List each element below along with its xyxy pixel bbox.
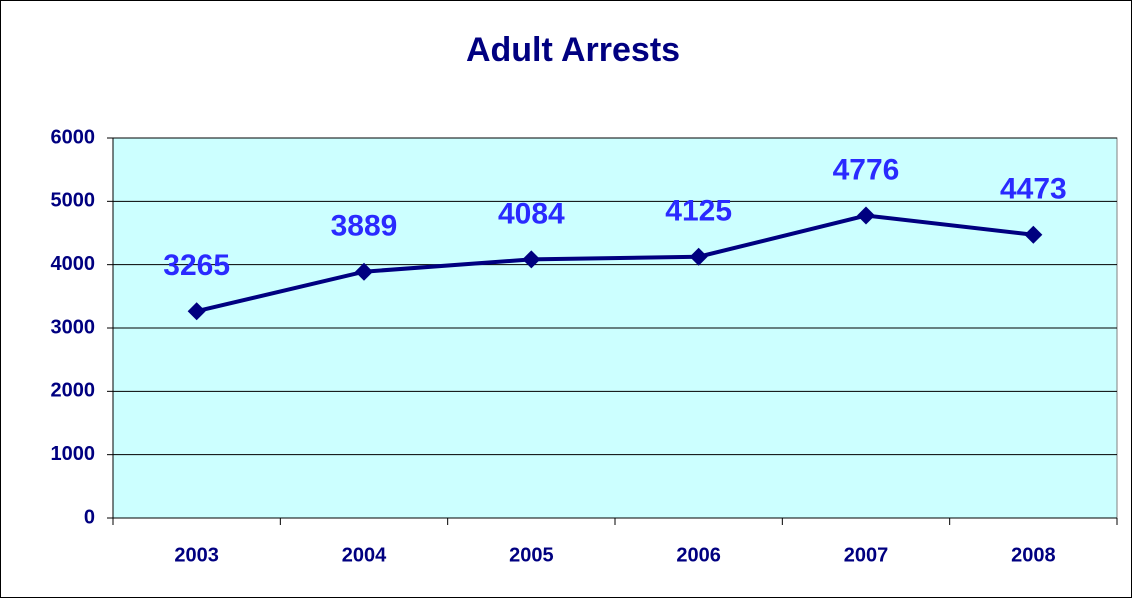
data-label: 3889 bbox=[331, 210, 398, 243]
data-label: 4776 bbox=[833, 153, 900, 186]
y-tick-label: 1000 bbox=[51, 443, 96, 465]
data-label: 4125 bbox=[665, 195, 732, 228]
y-tick-label: 0 bbox=[84, 506, 95, 528]
marker bbox=[689, 247, 708, 266]
x-tick-label: 2006 bbox=[676, 544, 721, 566]
x-tick-label: 2005 bbox=[509, 544, 554, 566]
y-tick-label: 5000 bbox=[51, 190, 96, 212]
x-tick-label: 2007 bbox=[844, 544, 889, 566]
y-tick-label: 3000 bbox=[51, 316, 96, 338]
y-tick-label: 4000 bbox=[51, 253, 96, 275]
marker bbox=[1024, 225, 1043, 244]
chart-title: Adult Arrests bbox=[466, 31, 680, 69]
marker bbox=[522, 250, 541, 269]
x-tick-label: 2008 bbox=[1011, 544, 1056, 566]
data-label: 4084 bbox=[498, 197, 565, 230]
line bbox=[196, 213, 1034, 314]
marker bbox=[857, 206, 875, 225]
x-tick-label: 2003 bbox=[174, 544, 219, 566]
data-label: 3265 bbox=[163, 249, 230, 282]
y-tick-label: 2000 bbox=[51, 380, 96, 402]
marker bbox=[355, 262, 373, 281]
marker bbox=[187, 302, 206, 321]
data-label: 4473 bbox=[1000, 173, 1067, 206]
y-tick-label: 6000 bbox=[51, 126, 96, 148]
x-tick-label: 2004 bbox=[342, 544, 387, 566]
